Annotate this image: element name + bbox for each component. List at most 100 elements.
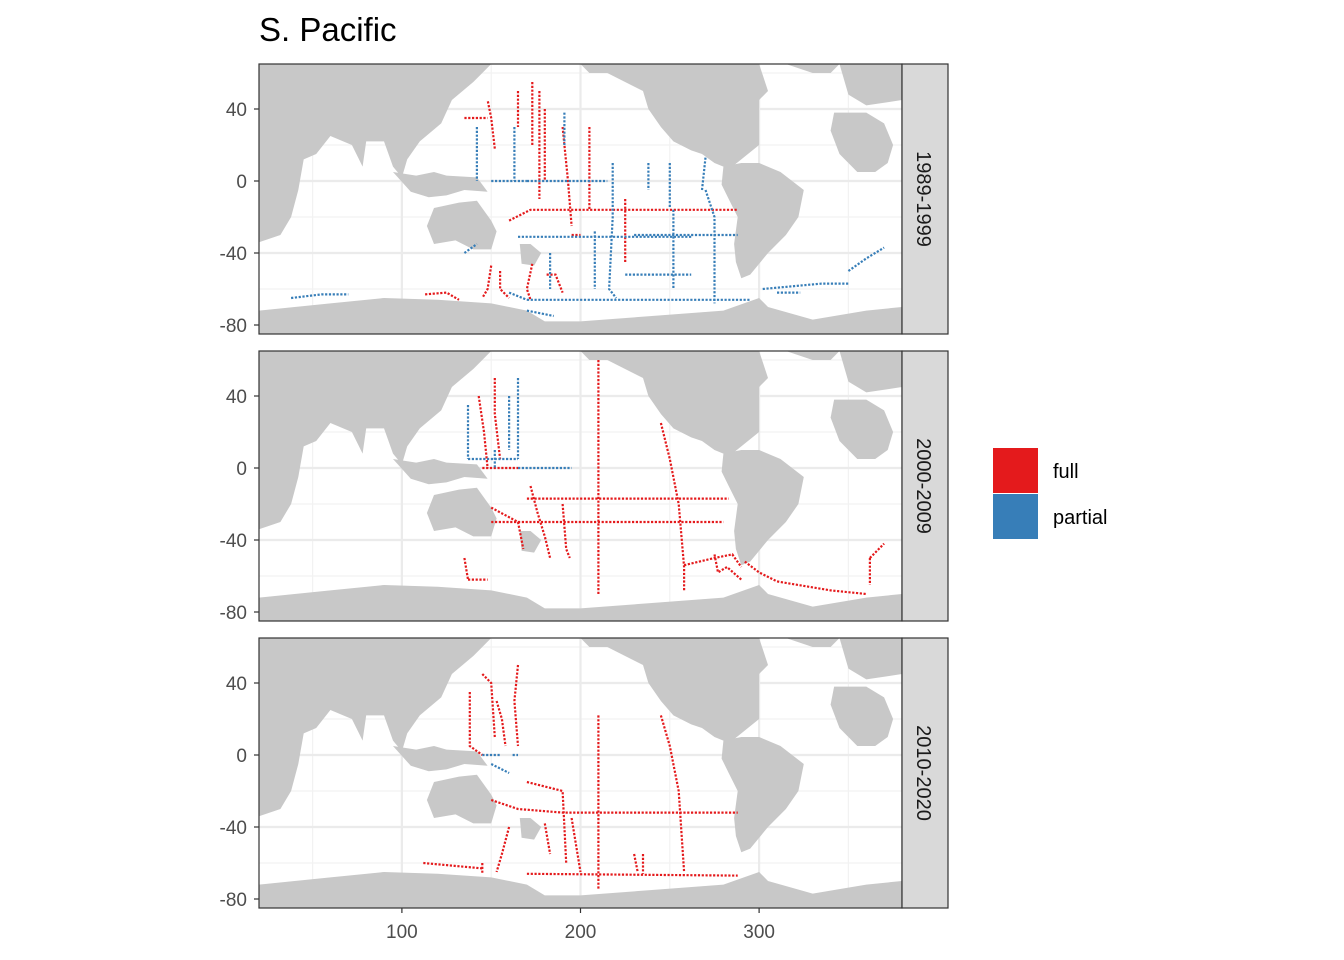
land-shape xyxy=(426,200,497,250)
facet-strip-label: 2000-2009 xyxy=(912,438,934,534)
land-shape xyxy=(259,872,902,908)
facet-strip xyxy=(901,637,949,909)
facet-strip-label: 2010-2020 xyxy=(912,725,934,821)
land-shape xyxy=(785,351,840,360)
x-axis: 100 200 300 xyxy=(386,908,775,943)
chart-title: S. Pacific xyxy=(259,11,397,48)
transect-full xyxy=(499,271,510,299)
land-shape xyxy=(259,585,902,621)
land-mask xyxy=(259,638,902,908)
facet-strip xyxy=(901,63,949,335)
transect-partial xyxy=(508,291,528,301)
legend-key-partial xyxy=(993,494,1038,539)
transect-full xyxy=(495,826,511,873)
land-shape xyxy=(839,638,902,680)
transect-full xyxy=(869,542,885,559)
y-tick-label: 0 xyxy=(236,459,247,480)
y-tick-label: 0 xyxy=(236,746,247,767)
land-shape xyxy=(393,459,488,485)
transect-full xyxy=(477,395,489,469)
land-shape xyxy=(721,450,804,566)
y-tick-label: -80 xyxy=(220,890,247,911)
land-shape xyxy=(721,163,804,279)
x-tick-label: 100 xyxy=(386,922,418,943)
transect-marks xyxy=(290,82,885,318)
transect-full xyxy=(546,273,564,294)
y-axis: 40 0 -40 -80 xyxy=(220,674,259,911)
land-shape xyxy=(500,351,768,454)
y-axis: 40 0 -40 -80 xyxy=(220,387,259,624)
transect-partial xyxy=(290,293,349,300)
y-axis: 40 0 -40 -80 xyxy=(220,100,259,337)
y-tick-label: -40 xyxy=(220,244,247,265)
transect-full xyxy=(633,853,639,873)
transect-full xyxy=(525,263,534,301)
y-tick-label: -80 xyxy=(220,316,247,337)
y-tick-label: 0 xyxy=(236,172,247,193)
y-tick-label: 40 xyxy=(226,100,247,121)
transect-partial xyxy=(847,246,885,272)
land-shape xyxy=(839,351,902,393)
transect-full xyxy=(493,378,502,460)
transect-full xyxy=(713,554,743,581)
legend: full partial xyxy=(993,448,1107,539)
land-shape xyxy=(830,112,894,172)
transect-full xyxy=(744,560,867,596)
land-shape xyxy=(259,638,492,817)
land-shape xyxy=(830,686,894,746)
land-shape xyxy=(785,638,840,647)
transect-full xyxy=(529,485,552,559)
land-shape xyxy=(519,818,542,840)
facet-panel-3: 2010-2020 40 0 -40 -80 xyxy=(220,637,949,911)
land-shape xyxy=(519,531,542,553)
legend-label-full: full xyxy=(1053,461,1079,483)
facet-strip xyxy=(901,350,949,622)
y-tick-label: 40 xyxy=(226,674,247,695)
transect-partial xyxy=(463,243,478,254)
facet-panel-2: 2000-2009 40 0 -40 -80 xyxy=(220,350,949,624)
transect-marks xyxy=(423,664,738,890)
transect-full xyxy=(561,126,573,227)
facet-panel-1: 1989-1999 40 0 -40 -80 xyxy=(220,63,949,337)
land-shape xyxy=(426,774,497,824)
y-tick-label: -80 xyxy=(220,603,247,624)
land-shape xyxy=(259,64,492,243)
y-tick-label: -40 xyxy=(220,818,247,839)
land-shape xyxy=(785,64,840,73)
transect-partial xyxy=(526,309,554,318)
transect-full xyxy=(513,664,520,747)
land-shape xyxy=(393,746,488,772)
land-shape xyxy=(426,487,497,537)
transect-partial xyxy=(490,763,510,774)
transect-full xyxy=(659,715,686,873)
transect-full xyxy=(481,673,496,738)
land-shape xyxy=(519,244,542,266)
transect-full xyxy=(468,692,483,756)
transect-full xyxy=(481,265,493,299)
land-mask xyxy=(259,351,902,621)
transect-full xyxy=(526,872,738,877)
transect-full xyxy=(659,422,686,591)
land-shape xyxy=(830,399,894,459)
y-tick-label: 40 xyxy=(226,387,247,408)
transect-partial xyxy=(607,163,618,299)
land-shape xyxy=(839,64,902,106)
y-tick-label: -40 xyxy=(220,531,247,552)
land-shape xyxy=(721,737,804,853)
facet-strip-label: 1989-1999 xyxy=(912,151,934,247)
transect-full xyxy=(508,208,738,222)
x-tick-label: 200 xyxy=(565,922,597,943)
transect-full xyxy=(425,291,460,301)
transect-full xyxy=(486,99,496,149)
legend-label-partial: partial xyxy=(1053,507,1107,529)
land-shape xyxy=(500,638,768,741)
transect-full xyxy=(570,817,582,873)
land-shape xyxy=(500,64,768,167)
land-mask xyxy=(259,64,902,334)
land-shape xyxy=(393,172,488,198)
transect-partial xyxy=(700,157,707,191)
legend-key-full xyxy=(993,448,1038,493)
transect-full xyxy=(683,553,743,568)
transect-partial xyxy=(704,189,716,304)
